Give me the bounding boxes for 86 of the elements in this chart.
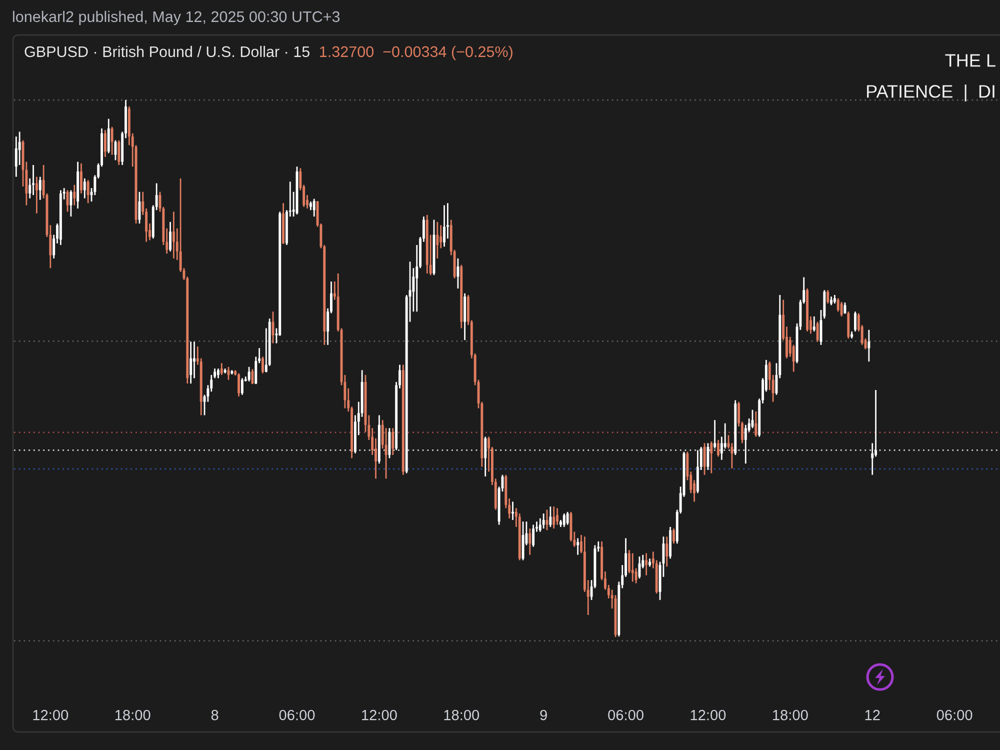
candlestick: [512, 501, 514, 521]
x-tick-label: 06:00: [608, 710, 644, 720]
candlestick: [312, 198, 316, 218]
candlestick: [854, 310, 856, 332]
candlestick: [666, 536, 668, 568]
candlestick: [638, 556, 641, 580]
annotation: PATIENCE | DI: [867, 84, 994, 102]
x-tick-label: 12: [865, 710, 880, 720]
candlestick: [556, 507, 559, 526]
candlestick: [443, 204, 446, 248]
chart-subtitle: 1.32700 −0.00334 (−0.25%): [320, 46, 512, 60]
candlestick: [724, 422, 726, 450]
candlestick: [388, 427, 391, 459]
x-tick-label: 12:00: [362, 710, 397, 720]
candlestick: [562, 512, 566, 528]
x-tick-label: 18:00: [115, 710, 150, 720]
candlestick: [392, 427, 394, 456]
candlestick: [238, 372, 240, 398]
candlestick: [706, 442, 710, 471]
candlestick: [110, 126, 114, 156]
candlestick: [38, 176, 42, 201]
candlestick: [86, 179, 90, 204]
chart-title: GBPUSD · British Pound / U.S. Dollar · 15: [24, 46, 310, 58]
x-tick-label: 12:00: [33, 710, 68, 720]
candlestick: [70, 190, 72, 218]
candlestick: [836, 297, 840, 312]
candlestick: [172, 211, 175, 260]
x-tick-label: 18:00: [773, 710, 808, 720]
candlestick: [80, 162, 82, 194]
candlestick: [549, 506, 552, 528]
candlestick: [35, 176, 38, 214]
candlestick: [528, 528, 532, 556]
candlestick: [484, 436, 487, 478]
candlestick: [118, 140, 120, 166]
candlestick: [251, 368, 254, 385]
text: lonekarl2 published, May 12, 2025 00:30 UTC+3: [13, 10, 340, 26]
candlestick: [456, 258, 460, 290]
candlestick: [169, 221, 172, 252]
candlestick: [190, 340, 192, 384]
candlestick: [703, 442, 706, 476]
x-tick-label: 8: [211, 710, 218, 720]
candlestick: [552, 506, 556, 530]
candlestick: [645, 552, 648, 576]
candlestick: [847, 310, 850, 340]
candlestick: [248, 366, 250, 382]
candlestick: [754, 410, 758, 438]
candlestick: [868, 329, 870, 362]
candlestick: [220, 362, 223, 376]
candlestick: [542, 512, 545, 530]
x-tick-label: 18:00: [444, 710, 480, 720]
candlestick: [576, 538, 580, 556]
candlestick: [14, 136, 18, 178]
candlestick: [66, 190, 69, 212]
candlestick: [714, 419, 716, 450]
candlestick: [538, 518, 542, 532]
candlestick: [83, 178, 86, 199]
candlestick: [566, 511, 569, 526]
candlestick: [73, 184, 76, 206]
candlestick: [844, 302, 846, 314]
candlestick: [812, 316, 816, 332]
candlestick: [138, 191, 141, 224]
candlestick: [631, 552, 634, 582]
candlestick: [262, 356, 264, 374]
candlestick: [840, 301, 843, 318]
candlestick: [436, 221, 439, 260]
candlestick: [672, 528, 675, 544]
candlestick: [717, 439, 720, 458]
candlestick: [826, 289, 830, 304]
candlestick: [522, 520, 524, 561]
candlestick: [816, 321, 819, 342]
candlestick: [32, 164, 35, 196]
candlestick: [710, 440, 713, 474]
candlestick: [440, 224, 442, 249]
candlestick: [193, 340, 196, 379]
x-tick-label: 06:00: [936, 710, 972, 720]
x-tick-label: 12:00: [690, 710, 726, 720]
candlestick: [107, 118, 110, 154]
x-tick-label: 9: [540, 710, 547, 720]
candlestick: [272, 310, 274, 344]
x-tick-label: 06:00: [279, 710, 315, 720]
candlestick: [216, 368, 220, 379]
candlestick: [240, 377, 244, 396]
text: THE L: [945, 54, 996, 67]
candlestick: [104, 129, 106, 158]
candlestick: [532, 524, 535, 548]
candlestick: [114, 140, 117, 161]
